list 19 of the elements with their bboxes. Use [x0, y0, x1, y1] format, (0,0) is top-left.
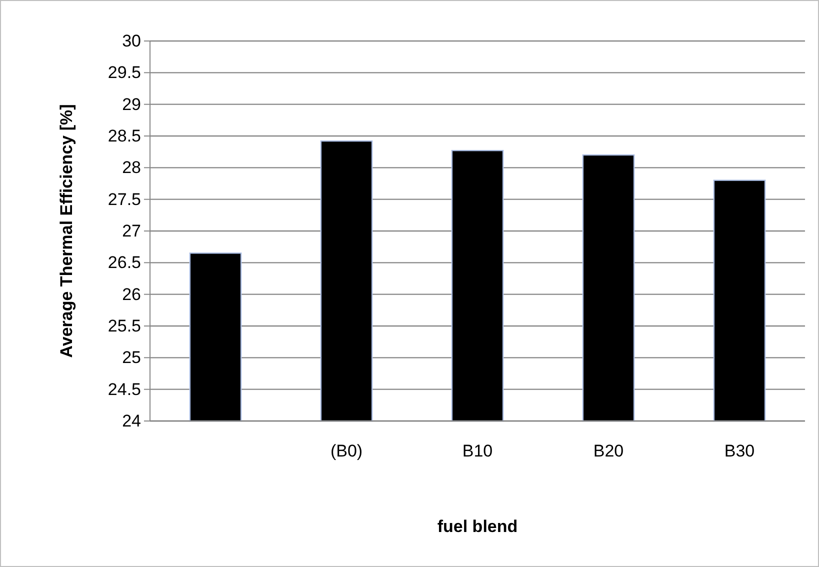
x-tick-label: B10 — [462, 441, 493, 460]
y-tick-label: 24 — [122, 411, 141, 430]
y-axis-title: Average Thermal Efficiency [%] — [57, 104, 76, 358]
y-tick-label: 24.5 — [108, 380, 141, 399]
y-tick-label: 25 — [122, 348, 141, 368]
y-tick-label: 28.5 — [108, 126, 141, 146]
x-tick-label: B20 — [593, 441, 624, 460]
x-axis-title: fuel blend — [437, 517, 518, 536]
x-tick-label: (B0) — [330, 441, 363, 460]
y-tick-label: 27.5 — [108, 190, 141, 209]
y-tick-label: 27 — [122, 221, 141, 240]
y-tick-label: 26 — [122, 284, 141, 304]
y-tick-label: 29.5 — [108, 63, 141, 82]
x-tick-label: B30 — [724, 441, 755, 460]
y-tick-label: 28 — [122, 158, 141, 178]
y-tick-label: 25.5 — [108, 316, 141, 336]
y-tick-label: 29 — [122, 94, 141, 114]
y-tick-label: 30 — [122, 31, 141, 50]
y-tick-label: 26.5 — [108, 253, 141, 272]
